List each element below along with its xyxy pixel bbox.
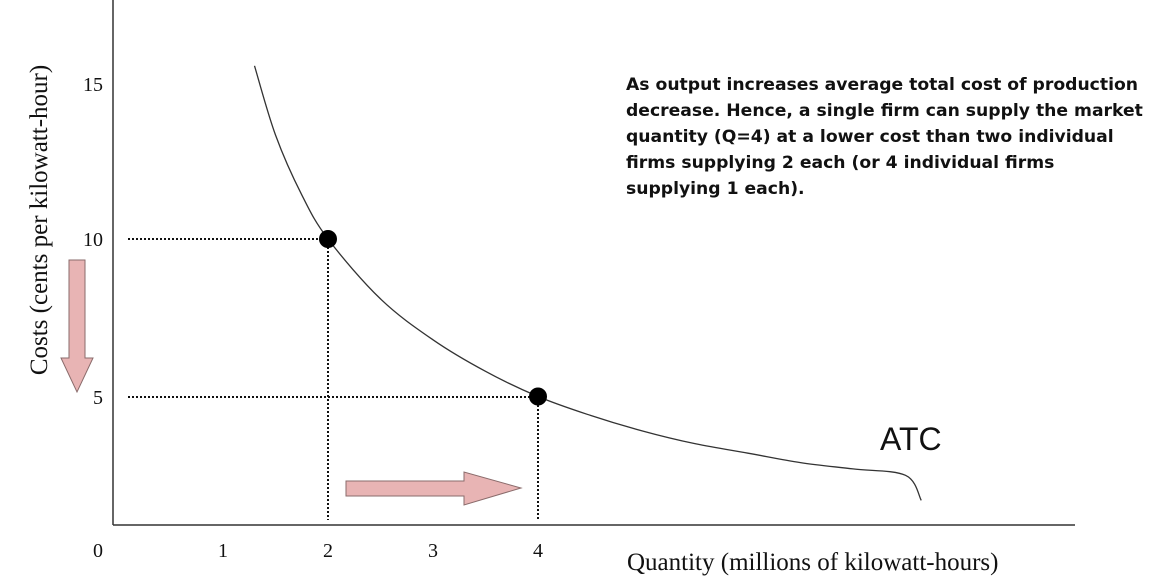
atc-curve: [253, 65, 922, 501]
atc-label: ATC: [880, 421, 942, 457]
y-axis-title: Costs (cents per kilowatt-hour): [26, 65, 53, 375]
x-tick-1: 1: [218, 540, 228, 562]
down-arrow-icon: [60, 259, 94, 394]
x-tick-3: 3: [428, 540, 438, 562]
right-arrow-icon: [345, 471, 523, 506]
x-axis-title: Quantity (millions of kilowatt-hours): [627, 549, 998, 576]
y-tick-5: 5: [93, 387, 103, 409]
annotation-text: As output increases average total cost o…: [626, 75, 1143, 199]
x-tick-4: 4: [533, 540, 543, 562]
point-q2: [319, 230, 337, 248]
point-q4: [529, 387, 547, 406]
y-tick-15: 15: [83, 74, 103, 96]
x-tick-2: 2: [323, 540, 333, 562]
y-tick-10: 10: [83, 229, 103, 251]
x-tick-0: 0: [93, 540, 103, 562]
